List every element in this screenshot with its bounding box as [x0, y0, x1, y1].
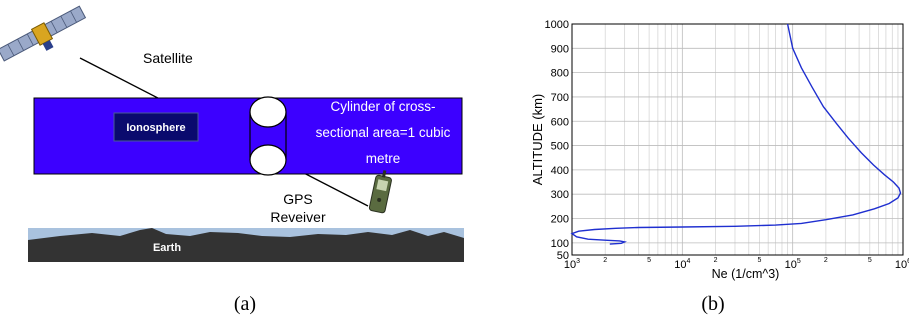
y-tick-label: 800 [551, 68, 569, 80]
x-tick-label: 105 [785, 258, 801, 271]
x-axis-title: Ne (1/cm^3) [712, 267, 780, 281]
cylinder-label-line-1: Cylinder of cross- [330, 99, 435, 114]
diagram-panel: Ionosphere Cylinder of cross- sectional … [0, 5, 464, 315]
y-tick-label: 200 [551, 214, 569, 226]
diagram-canvas: Ionosphere Cylinder of cross- sectional … [0, 5, 464, 262]
satellite-label: Satellite [143, 50, 193, 66]
chart-panel: 50 100 200 300 400 500 600 700 800 900 1000 103 104 1… [490, 0, 909, 320]
y-tick-label: 600 [551, 116, 569, 128]
x-tick-exponent: 3 [576, 258, 580, 265]
cylinder-shape [249, 96, 287, 176]
x-tick-exponent: 6 [907, 258, 909, 265]
caption-b: (b) [701, 293, 725, 315]
ionosphere-band [33, 97, 463, 175]
cylinder-label-line-2: sectional area=1 cubic [316, 125, 451, 140]
x-tick-label: 104 [674, 258, 690, 271]
y-tick-label: 900 [551, 43, 569, 55]
x-tick-label: 106 [895, 258, 909, 271]
earth-surface [28, 228, 464, 262]
y-tick-label: 500 [551, 141, 569, 153]
receiver-label-line-2: Reveiver [270, 209, 326, 225]
x-minor-tick-label: 5 [647, 257, 651, 264]
plot-frame [571, 23, 904, 256]
y-tick-label: 400 [551, 165, 569, 177]
x-tick-exponent: 4 [687, 258, 691, 265]
cylinder-label-line-3: metre [366, 151, 401, 166]
y-tick-label: 50 [557, 250, 569, 262]
ionosphere-label-box [113, 112, 199, 142]
x-minor-tick-label: 5 [757, 257, 761, 264]
density-profile-line [570, 23, 902, 245]
x-tick-label: 103 [564, 258, 580, 271]
x-minor-tick-label: 2 [824, 257, 828, 264]
y-axis-title: ALTITUDE (km) [530, 94, 545, 185]
y-tick-label: 700 [551, 92, 569, 104]
x-minor-tick-label: 2 [603, 257, 607, 264]
x-minor-tick-label: 2 [714, 257, 718, 264]
x-tick-exponent: 5 [797, 258, 801, 265]
caption-a: (a) [233, 293, 257, 315]
earth-label: Earth [153, 242, 181, 254]
x-minor-tick-label: 5 [868, 257, 872, 264]
ionosphere-label: Ionosphere [126, 122, 185, 134]
receiver-label-line-1: GPS [283, 191, 313, 207]
y-tick-label: 100 [551, 238, 569, 250]
y-tick-label: 1000 [545, 19, 569, 31]
satellite-icon [0, 5, 87, 62]
gps-receiver-icon [368, 170, 392, 214]
y-tick-label: 300 [551, 189, 569, 201]
